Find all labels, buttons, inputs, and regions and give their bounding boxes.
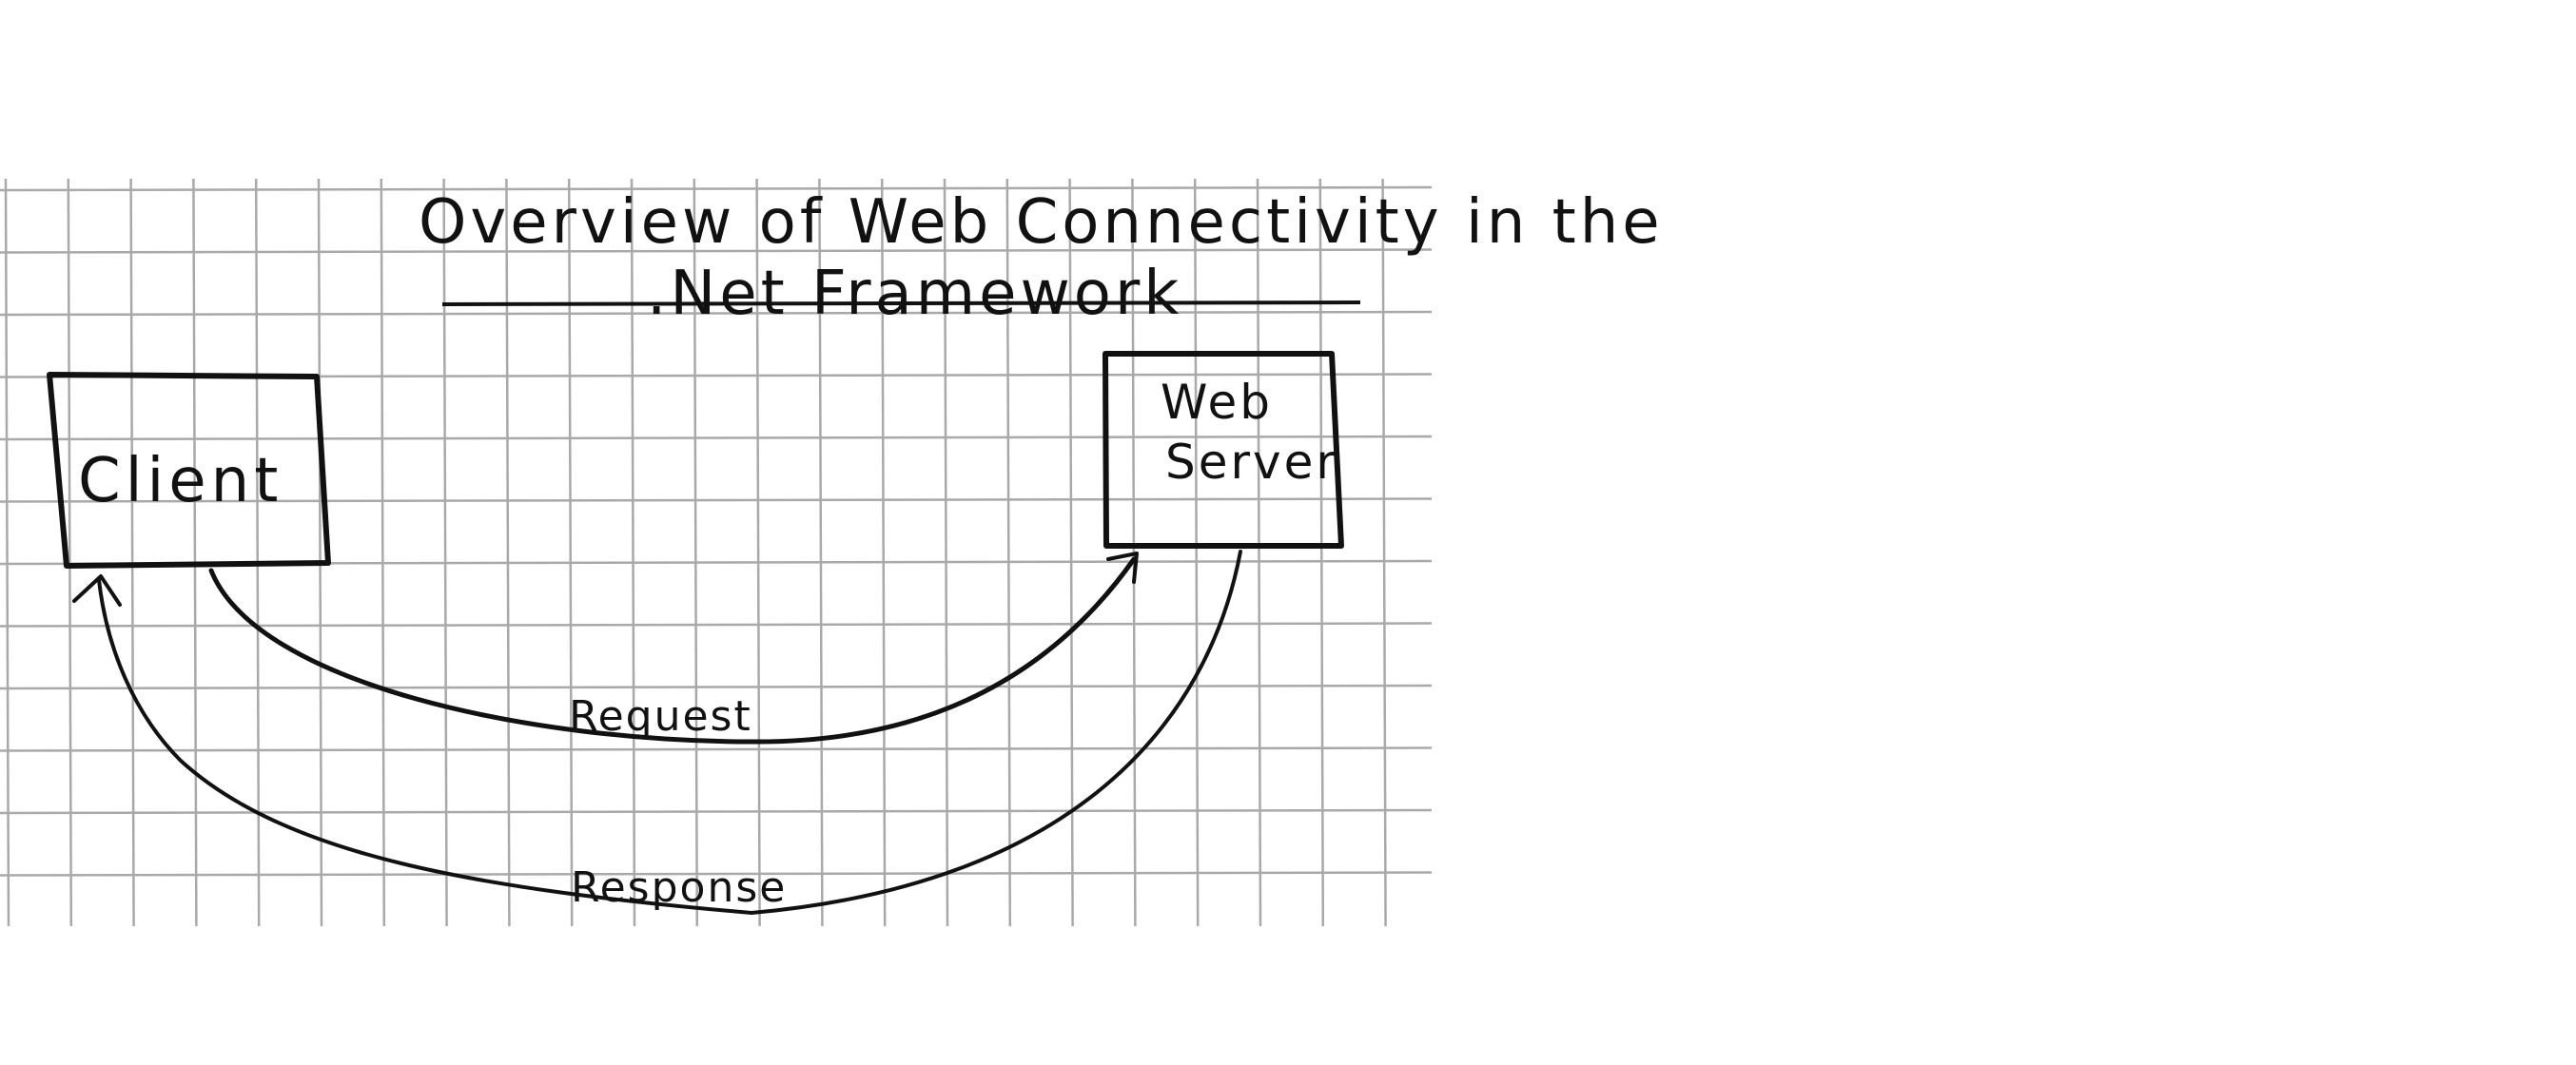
grid-line-horizontal-11 — [0, 871, 1433, 877]
grid-line-horizontal-4 — [0, 435, 1433, 441]
request-arrowhead — [1106, 552, 1139, 584]
grid-line-vertical-2 — [129, 178, 135, 927]
request-arrow — [208, 556, 1137, 745]
grid-line-horizontal-5 — [0, 497, 1433, 503]
title-line-2: .Net Framework — [647, 259, 1182, 329]
response-arrow — [97, 550, 1242, 916]
grid-line-vertical-4 — [254, 178, 261, 927]
grid-line-horizontal-7 — [0, 622, 1433, 628]
grid-line-vertical-6 — [380, 178, 386, 927]
grid-line-vertical-22 — [1381, 178, 1387, 927]
grid-line-horizontal-1 — [0, 248, 1433, 254]
grid-line-vertical-3 — [192, 178, 198, 927]
server-label-line-2: Server — [1165, 435, 1338, 490]
title-line-1: Overview of Web Connectivity in the — [419, 187, 1664, 258]
title-underline — [441, 300, 1361, 306]
server-node: Web Server — [1103, 351, 1344, 549]
grid-line-horizontal-0 — [0, 185, 1433, 192]
client-node: Client — [47, 372, 331, 569]
response-label: Response — [571, 863, 787, 912]
grid-line-horizontal-10 — [0, 808, 1433, 815]
client-box — [47, 372, 331, 569]
grid-line-horizontal-8 — [0, 684, 1433, 690]
diagram-title: Overview of Web Connectivity in the .Net… — [419, 187, 1664, 329]
grid-line-vertical-0 — [4, 178, 10, 927]
grid-line-vertical-5 — [317, 178, 323, 927]
request-edge: Request — [208, 552, 1139, 745]
server-box — [1103, 351, 1344, 549]
grid-line-horizontal-9 — [0, 746, 1433, 752]
server-label-line-1: Web — [1161, 375, 1273, 430]
grid-line-vertical-1 — [67, 178, 73, 927]
response-edge: Response — [72, 550, 1242, 916]
client-label: Client — [78, 446, 283, 516]
response-arrowhead — [72, 574, 122, 607]
grid-line-horizontal-2 — [0, 310, 1433, 317]
request-label: Request — [569, 692, 752, 741]
